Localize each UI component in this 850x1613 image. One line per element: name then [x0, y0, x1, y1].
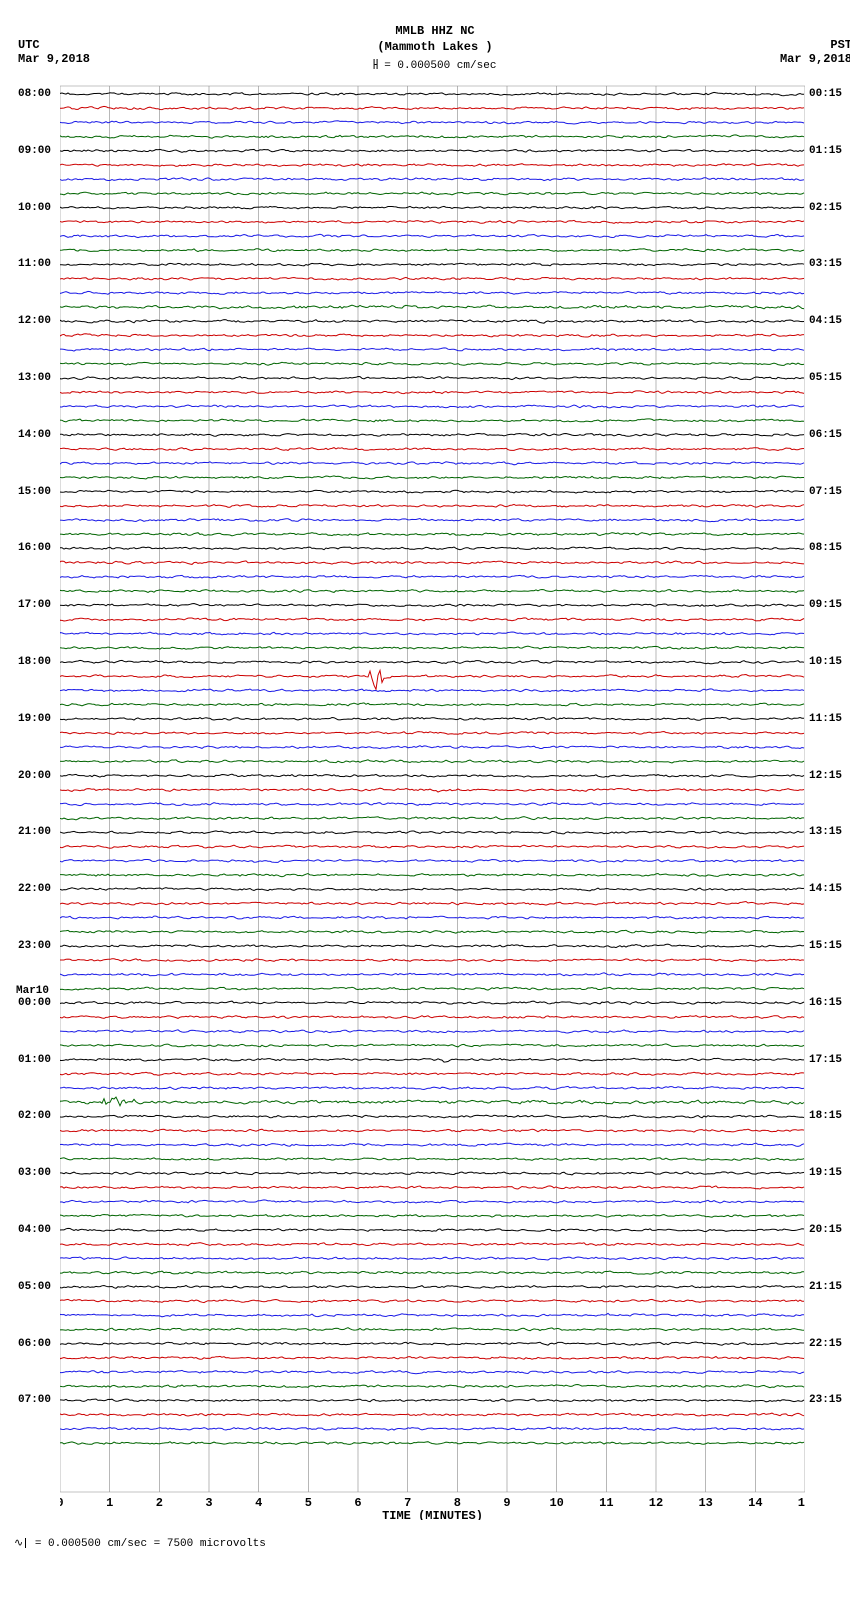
- svg-text:6: 6: [354, 1496, 361, 1510]
- tz-left-label: UTC: [18, 38, 90, 52]
- svg-text:12: 12: [649, 1496, 663, 1510]
- pst-time-label: 15:15: [809, 940, 842, 952]
- date-section-label: Mar10: [16, 985, 49, 997]
- pst-time-label: 07:15: [809, 486, 842, 498]
- utc-time-label: 17:00: [18, 599, 51, 611]
- pst-time-label: 20:15: [809, 1224, 842, 1236]
- utc-time-label: 14:00: [18, 429, 51, 441]
- station-name: (Mammoth Lakes ): [374, 40, 497, 56]
- pst-time-label: 05:15: [809, 372, 842, 384]
- utc-time-label: 18:00: [18, 656, 51, 668]
- pst-time-label: 03:15: [809, 258, 842, 270]
- pst-time-label: 14:15: [809, 883, 842, 895]
- pst-time-label: 23:15: [809, 1394, 842, 1406]
- utc-time-label: 07:00: [18, 1394, 51, 1406]
- utc-time-label: 11:00: [18, 258, 51, 270]
- pst-time-label: 21:15: [809, 1281, 842, 1293]
- station-code: MMLB HHZ NC: [374, 24, 497, 40]
- date-left-label: Mar 9,2018: [18, 52, 90, 66]
- utc-time-label: 13:00: [18, 372, 51, 384]
- pst-time-label: 01:15: [809, 145, 842, 157]
- svg-text:5: 5: [305, 1496, 312, 1510]
- utc-time-label: 00:00: [18, 997, 51, 1009]
- seismogram-svg: 0123456789101112131415TIME (MINUTES): [60, 80, 805, 1520]
- pst-time-label: 08:15: [809, 542, 842, 554]
- utc-time-label: 20:00: [18, 770, 51, 782]
- svg-text:7: 7: [404, 1496, 411, 1510]
- pst-time-label: 04:15: [809, 315, 842, 327]
- utc-time-label: 06:00: [18, 1338, 51, 1350]
- svg-text:1: 1: [106, 1496, 113, 1510]
- utc-time-label: 03:00: [18, 1167, 51, 1179]
- utc-time-label: 02:00: [18, 1110, 51, 1122]
- pst-time-label: 02:15: [809, 202, 842, 214]
- pst-time-label: 13:15: [809, 826, 842, 838]
- svg-text:4: 4: [255, 1496, 262, 1510]
- pst-time-label: 17:15: [809, 1054, 842, 1066]
- pst-time-label: 18:15: [809, 1110, 842, 1122]
- svg-text:TIME (MINUTES): TIME (MINUTES): [382, 1509, 483, 1520]
- svg-text:15: 15: [798, 1496, 805, 1510]
- utc-time-label: 21:00: [18, 826, 51, 838]
- pst-time-label: 06:15: [809, 429, 842, 441]
- svg-text:13: 13: [698, 1496, 712, 1510]
- pst-time-label: 10:15: [809, 656, 842, 668]
- utc-time-label: 01:00: [18, 1054, 51, 1066]
- pst-time-label: 00:15: [809, 88, 842, 100]
- pst-time-label: 19:15: [809, 1167, 842, 1179]
- svg-text:9: 9: [503, 1496, 510, 1510]
- utc-time-label: 09:00: [18, 145, 51, 157]
- svg-text:8: 8: [454, 1496, 461, 1510]
- tz-right-label: PST: [780, 38, 850, 52]
- utc-time-label: 19:00: [18, 713, 51, 725]
- svg-text:2: 2: [156, 1496, 163, 1510]
- utc-time-label: 15:00: [18, 486, 51, 498]
- date-right-label: Mar 9,2018: [780, 52, 850, 66]
- pst-time-label: 11:15: [809, 713, 842, 725]
- utc-time-label: 22:00: [18, 883, 51, 895]
- svg-text:14: 14: [748, 1496, 762, 1510]
- pst-time-label: 22:15: [809, 1338, 842, 1350]
- svg-text:3: 3: [205, 1496, 212, 1510]
- svg-text:0: 0: [60, 1496, 64, 1510]
- pst-time-label: 12:15: [809, 770, 842, 782]
- chart-header: UTC Mar 9,2018 MMLB HHZ NC (Mammoth Lake…: [10, 10, 850, 80]
- utc-time-label: 23:00: [18, 940, 51, 952]
- pst-time-label: 09:15: [809, 599, 842, 611]
- utc-time-label: 08:00: [18, 88, 51, 100]
- utc-time-label: 04:00: [18, 1224, 51, 1236]
- pst-time-label: 16:15: [809, 997, 842, 1009]
- scale-indicator: = 0.000500 cm/sec: [374, 59, 497, 73]
- svg-text:11: 11: [599, 1496, 613, 1510]
- seismogram-chart: 0123456789101112131415TIME (MINUTES) 08:…: [60, 80, 805, 1520]
- utc-time-label: 10:00: [18, 202, 51, 214]
- svg-text:10: 10: [549, 1496, 563, 1510]
- utc-time-label: 16:00: [18, 542, 51, 554]
- footer-scale: ∿ = 0.000500 cm/sec = 7500 microvolts: [14, 1536, 850, 1550]
- utc-time-label: 12:00: [18, 315, 51, 327]
- utc-time-label: 05:00: [18, 1281, 51, 1293]
